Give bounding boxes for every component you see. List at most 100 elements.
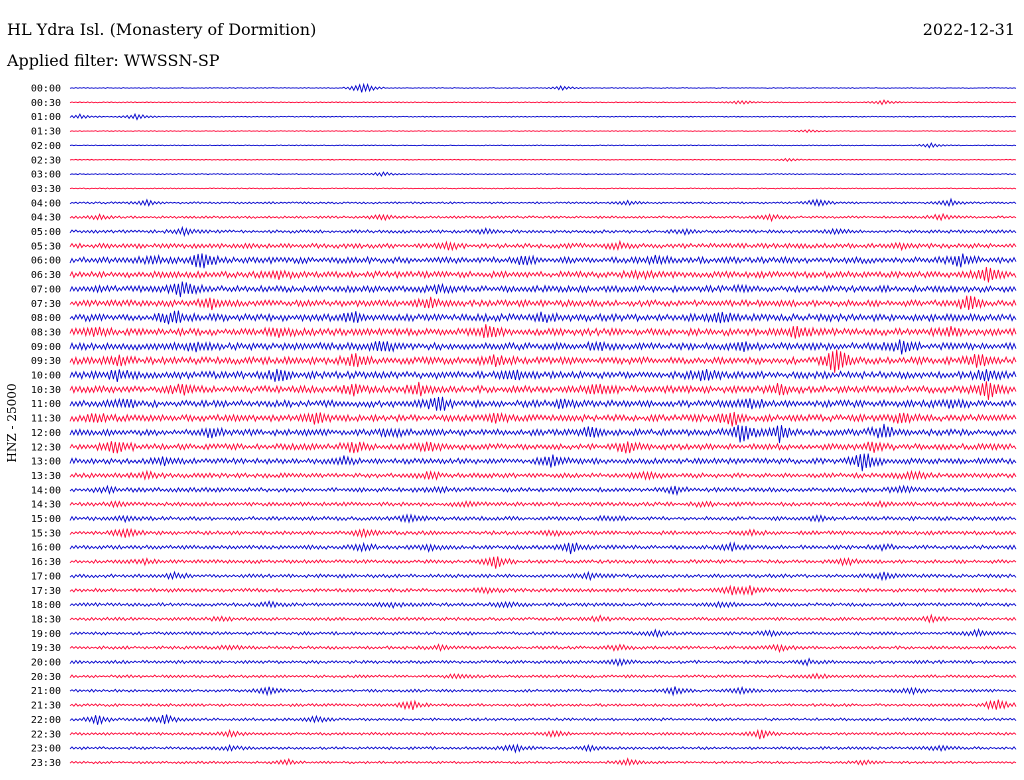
trace-line — [69, 643, 1017, 654]
trace-line — [69, 743, 1017, 754]
trace-line — [69, 441, 1017, 454]
row-time-label: 12:00 — [31, 428, 61, 439]
row-time-label: 17:30 — [31, 586, 61, 597]
row-time-label: 21:00 — [31, 686, 61, 697]
row-time-label: 03:00 — [31, 170, 61, 181]
row-time-label: 17:00 — [31, 571, 61, 582]
row-time-label: 12:30 — [31, 442, 61, 453]
trace-line — [69, 324, 1017, 339]
trace-line — [69, 381, 1017, 401]
row-time-label: 01:00 — [31, 112, 61, 123]
date-label: 2022-12-31 — [922, 20, 1015, 39]
trace-line — [69, 672, 1017, 680]
row-time-label: 23:30 — [31, 758, 61, 769]
row-time-label: 20:30 — [31, 672, 61, 683]
row-time-label: 19:00 — [31, 629, 61, 640]
row-time-label: 10:30 — [31, 385, 61, 396]
row-time-label: 15:00 — [31, 514, 61, 525]
row-time-label: 02:30 — [31, 155, 61, 166]
trace-line — [69, 187, 1017, 190]
trace-line — [69, 239, 1017, 252]
row-time-label: 19:30 — [31, 643, 61, 654]
trace-line — [69, 411, 1017, 427]
row-time-label: 06:00 — [31, 256, 61, 267]
row-time-label: 07:30 — [31, 299, 61, 310]
trace-line — [69, 556, 1017, 569]
row-time-label: 18:30 — [31, 614, 61, 625]
trace-line — [69, 699, 1017, 711]
trace-line — [69, 613, 1017, 624]
row-time-label: 09:00 — [31, 342, 61, 353]
row-time-label: 05:00 — [31, 227, 61, 238]
station-title: HL Ydra Isl. (Monastery of Dormition) — [7, 20, 317, 39]
trace-line — [69, 499, 1017, 509]
trace-line — [69, 584, 1017, 596]
trace-line — [69, 171, 1017, 178]
row-time-label: 22:00 — [31, 715, 61, 726]
row-time-label: 14:30 — [31, 500, 61, 511]
filter-label: Applied filter: WWSSN-SP — [7, 51, 220, 70]
trace-line — [69, 349, 1017, 373]
trace-line — [69, 453, 1017, 472]
trace-line — [69, 310, 1017, 325]
row-time-label: 01:30 — [31, 127, 61, 138]
trace-line — [69, 99, 1017, 106]
row-time-label: 00:30 — [31, 98, 61, 109]
trace-line — [69, 295, 1017, 311]
trace-line — [69, 757, 1017, 767]
trace-line — [69, 513, 1017, 524]
row-time-label: 03:30 — [31, 184, 61, 195]
trace-line — [69, 128, 1017, 134]
trace-line — [69, 570, 1017, 582]
row-time-label: 10:00 — [31, 371, 61, 382]
trace-line — [69, 469, 1017, 481]
row-time-label: 02:00 — [31, 141, 61, 152]
trace-line — [69, 714, 1017, 726]
trace-line — [69, 212, 1017, 223]
trace-line — [69, 657, 1017, 667]
row-time-label: 06:30 — [31, 270, 61, 281]
row-time-label: 21:30 — [31, 701, 61, 712]
row-time-label: 22:30 — [31, 729, 61, 740]
trace-line — [69, 266, 1017, 283]
trace-line — [69, 423, 1017, 444]
trace-line — [69, 339, 1017, 355]
trace-line — [69, 396, 1017, 411]
row-time-label: 13:30 — [31, 471, 61, 482]
row-time-label: 14:00 — [31, 485, 61, 496]
row-time-label: 05:30 — [31, 241, 61, 252]
trace-line — [69, 142, 1017, 149]
row-time-label: 16:30 — [31, 557, 61, 568]
row-time-label: 09:30 — [31, 356, 61, 367]
row-time-label: 20:00 — [31, 658, 61, 669]
trace-line — [69, 197, 1017, 208]
row-time-label: 08:30 — [31, 327, 61, 338]
trace-line — [69, 82, 1017, 93]
trace-line — [69, 527, 1017, 539]
trace-line — [69, 112, 1017, 121]
trace-line — [69, 541, 1017, 555]
row-time-label: 16:00 — [31, 543, 61, 554]
row-time-label: 07:00 — [31, 284, 61, 295]
trace-line — [69, 253, 1017, 269]
row-time-label: 11:00 — [31, 399, 61, 410]
row-time-label: 23:00 — [31, 744, 61, 755]
trace-line — [69, 225, 1017, 238]
row-time-label: 18:00 — [31, 600, 61, 611]
trace-line — [69, 157, 1017, 163]
row-time-label: 08:00 — [31, 313, 61, 324]
trace-line — [69, 368, 1017, 382]
trace-line — [69, 484, 1017, 497]
row-time-label: 04:30 — [31, 213, 61, 224]
row-time-label: 15:30 — [31, 528, 61, 539]
row-time-label: 04:00 — [31, 198, 61, 209]
trace-line — [69, 627, 1017, 639]
row-time-label: 00:00 — [31, 84, 61, 95]
row-time-label: 13:00 — [31, 457, 61, 468]
trace-line — [69, 599, 1017, 610]
trace-line — [69, 728, 1017, 740]
row-time-label: 11:30 — [31, 414, 61, 425]
trace-line — [69, 281, 1017, 298]
trace-line — [69, 685, 1017, 697]
